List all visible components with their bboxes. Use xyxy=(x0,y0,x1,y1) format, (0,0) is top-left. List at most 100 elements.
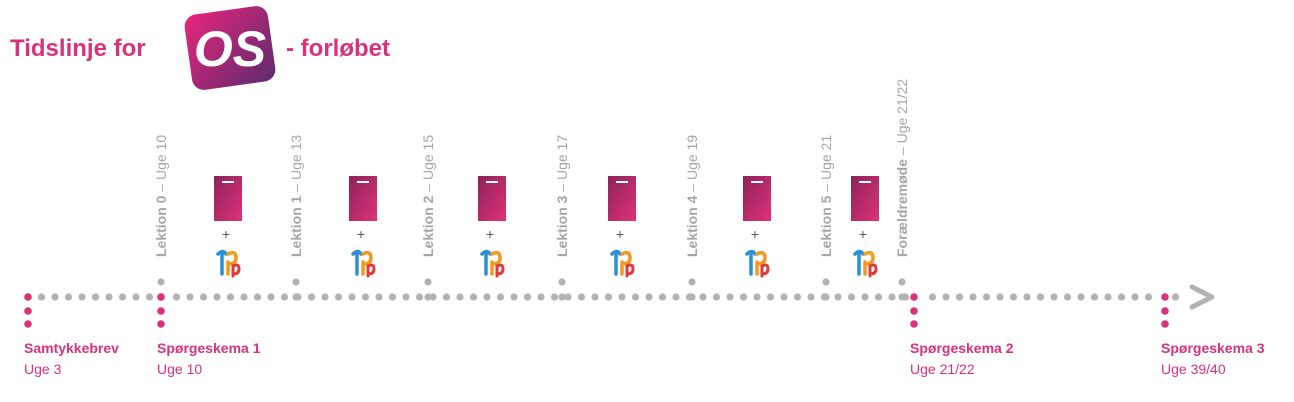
icon-blue xyxy=(480,249,492,276)
timeline-dot xyxy=(699,293,707,301)
title-suffix: - forløbet xyxy=(286,35,390,62)
timeline-dot xyxy=(807,293,815,301)
lesson-week: – Uge 17 xyxy=(554,135,570,192)
lesson-week: – Uge 21/22 xyxy=(894,79,910,155)
milestone-week: Uge 21/22 xyxy=(910,361,975,377)
icon-blue xyxy=(745,249,757,276)
timeline-dot xyxy=(253,293,262,301)
lesson-dot xyxy=(822,278,830,286)
timeline-dot xyxy=(618,293,626,301)
plus-sign: + xyxy=(616,226,624,242)
timeline-dot xyxy=(240,293,248,301)
book-line xyxy=(616,181,628,183)
lesson-dot xyxy=(688,278,696,286)
timeline-dot xyxy=(1104,293,1112,301)
arrow-head xyxy=(1189,284,1215,310)
timeline-dot xyxy=(712,293,721,301)
timeline-dot xyxy=(132,293,140,301)
book-line xyxy=(859,181,871,183)
milestone-dot xyxy=(24,320,32,328)
timeline-dot xyxy=(631,293,640,301)
timeline-dot xyxy=(510,293,518,301)
lesson-dot xyxy=(424,293,432,301)
logo-badge xyxy=(184,6,276,90)
lesson-label: Lektion 4 – Uge 19 xyxy=(684,135,700,257)
milestone-dot xyxy=(910,320,918,328)
lesson-name: Lektion 1 xyxy=(288,195,304,257)
timeline-dot xyxy=(523,293,532,301)
lesson-dot xyxy=(898,278,906,286)
timeline-dot xyxy=(402,293,410,301)
timeline-dot xyxy=(645,293,653,301)
timeline-dot xyxy=(226,293,235,301)
lesson-week: – Uge 15 xyxy=(420,135,436,192)
timeline-dot xyxy=(280,293,289,301)
timeline-dot xyxy=(1171,293,1180,301)
timeline-dot xyxy=(766,293,775,301)
timeline-dot xyxy=(213,293,221,301)
timeline-dot xyxy=(91,293,100,301)
plus-sign: + xyxy=(859,226,867,242)
milestone-dot xyxy=(24,307,32,315)
icon-blue xyxy=(853,249,865,276)
book-line xyxy=(357,181,369,183)
book-cover xyxy=(851,176,879,221)
timeline-dot xyxy=(267,293,275,301)
timeline-dot xyxy=(861,293,869,301)
icon-orange xyxy=(755,250,767,276)
timeline-dot xyxy=(591,293,599,301)
timeline-dot xyxy=(1077,293,1085,301)
milestone-dot xyxy=(157,293,165,301)
timeline-dot xyxy=(1063,293,1072,301)
icon-blue xyxy=(351,249,363,276)
timeline-dot xyxy=(307,293,316,301)
timeline-dot xyxy=(37,293,46,301)
icon-red xyxy=(231,263,241,278)
timeline-dot xyxy=(375,293,383,301)
book-line xyxy=(751,181,763,183)
timeline-dot xyxy=(996,293,1004,301)
timeline-dot xyxy=(955,293,964,301)
lesson-label: Lektion 5 – Uge 21 xyxy=(818,135,834,257)
lesson-dot xyxy=(558,293,566,301)
book-cover xyxy=(478,176,506,221)
lesson-label: Lektion 0 – Uge 10 xyxy=(153,135,169,257)
timeline-dot xyxy=(483,293,491,301)
lesson-name: Lektion 3 xyxy=(554,195,570,257)
lesson-dot xyxy=(822,293,830,301)
icon-orange xyxy=(863,250,875,276)
timeline-dot xyxy=(1131,293,1139,301)
milestone-label: Samtykkebrev xyxy=(24,340,119,356)
icon-red xyxy=(760,263,770,278)
timeline-dot xyxy=(1036,293,1045,301)
timeline-dot xyxy=(726,293,734,301)
icon-red xyxy=(366,263,376,278)
timeline-dot xyxy=(793,293,802,301)
timeline-dot xyxy=(888,293,896,301)
lesson-dot xyxy=(292,293,300,301)
timeline-dot xyxy=(537,293,545,301)
lesson-name: Lektion 2 xyxy=(420,195,436,257)
lesson-label: Forældremøde – Uge 21/22 xyxy=(894,79,910,257)
milestone-week: Uge 10 xyxy=(157,361,202,377)
plus-sign: + xyxy=(486,226,494,242)
milestone-dot xyxy=(157,320,165,328)
timeline-dot xyxy=(199,293,208,301)
timeline-dot xyxy=(145,293,154,301)
icon-blue xyxy=(216,249,228,276)
milestone-dot xyxy=(1161,307,1169,315)
lesson-week: – Uge 13 xyxy=(288,135,304,192)
timeline-dot xyxy=(604,293,613,301)
timeline-dot xyxy=(172,293,181,301)
icon-red xyxy=(868,263,878,278)
timeline-dot xyxy=(105,293,113,301)
book-line xyxy=(486,181,498,183)
milestone-dot xyxy=(1161,320,1169,328)
milestone-dot xyxy=(1161,293,1169,301)
icon-orange xyxy=(226,250,238,276)
timeline-dot xyxy=(874,293,883,301)
lesson-dot xyxy=(558,278,566,286)
lesson-label: Lektion 1 – Uge 13 xyxy=(288,135,304,257)
